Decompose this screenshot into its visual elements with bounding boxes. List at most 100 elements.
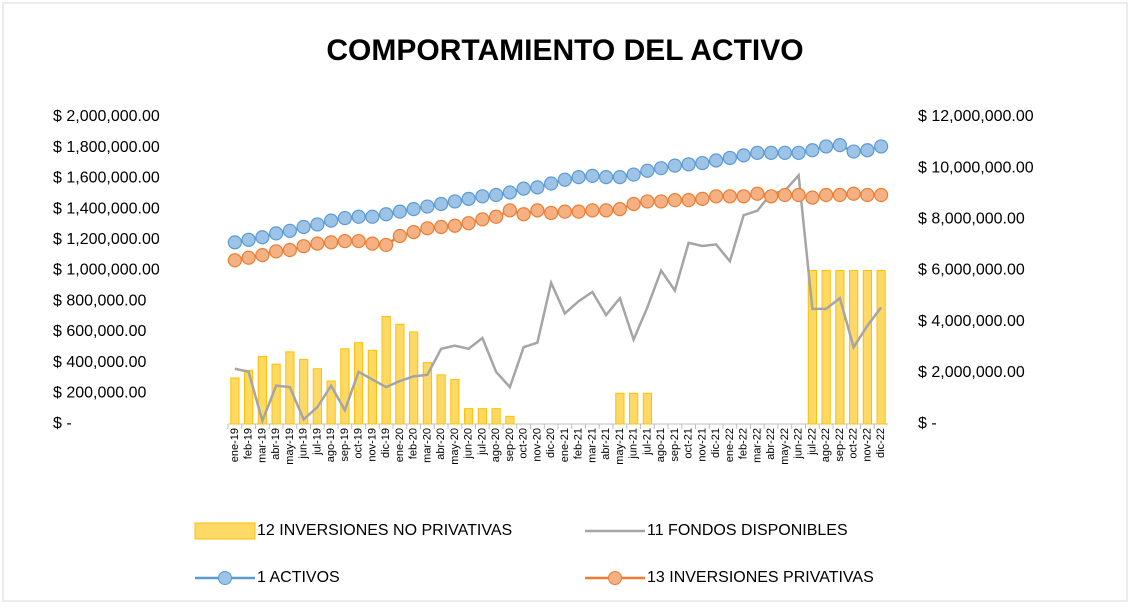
x-tick-label: sep-20 — [504, 428, 516, 462]
x-tick-label: ago-22 — [820, 428, 832, 462]
x-tick-label: abr-21 — [600, 428, 612, 460]
x-tick-label: nov-21 — [696, 428, 708, 462]
marker — [351, 209, 366, 224]
bar — [230, 377, 240, 425]
bar — [326, 380, 336, 425]
marker — [667, 193, 682, 208]
x-tick-label: jun-21 — [628, 428, 640, 460]
marker — [599, 203, 614, 218]
marker — [337, 233, 352, 249]
marker — [626, 167, 641, 182]
marker — [819, 187, 834, 203]
y-tick-label: $ 800,000.00 — [53, 292, 147, 309]
marker — [805, 143, 820, 158]
y-tick-label: $ 600,000.00 — [53, 323, 147, 340]
marker — [310, 236, 325, 251]
marker — [612, 170, 627, 185]
x-tick-label: feb-21 — [573, 428, 585, 459]
bar — [505, 415, 515, 425]
y2-tick-label: $ 2,000,000.00 — [918, 364, 1025, 381]
marker — [324, 213, 339, 228]
marker — [379, 237, 394, 253]
marker — [516, 207, 531, 222]
marker — [860, 187, 875, 203]
marker — [392, 204, 407, 219]
x-tick-label: may-22 — [779, 428, 791, 465]
x-tick-label: ago-19 — [325, 428, 337, 462]
marker — [640, 163, 655, 178]
y-tick-label: $ 1,800,000.00 — [53, 139, 160, 156]
bar — [381, 316, 391, 425]
legend-label: 12 INVERSIONES NO PRIVATIVAS — [257, 522, 512, 539]
bar — [876, 270, 886, 425]
chart-title: COMPORTAMIENTO DEL ACTIVO — [326, 34, 803, 67]
x-tick-label: jul-22 — [806, 428, 818, 456]
x-tick-label: dic-22 — [875, 428, 887, 458]
marker — [654, 161, 669, 176]
x-tick-label: oct-21 — [683, 428, 695, 459]
bar — [862, 270, 872, 425]
marker — [722, 150, 737, 166]
marker — [860, 143, 875, 158]
x-tick-label: abr-20 — [435, 428, 447, 460]
x-tick-label: ago-21 — [655, 428, 667, 462]
marker — [351, 233, 366, 249]
x-tick-label: feb-19 — [243, 428, 255, 459]
marker — [255, 248, 270, 263]
x-tick-label: nov-22 — [861, 428, 873, 462]
marker — [571, 204, 586, 219]
marker — [667, 158, 682, 173]
x-tick-label: oct-19 — [353, 428, 365, 459]
bar — [436, 374, 446, 425]
marker — [791, 145, 806, 160]
x-tick-label: oct-22 — [848, 428, 860, 459]
marker — [832, 138, 847, 153]
x-tick-label: abr-22 — [765, 428, 777, 460]
marker — [516, 181, 531, 196]
bar — [395, 323, 405, 425]
x-tick-label: jun-22 — [793, 428, 805, 460]
y-tick-label: $ 1,400,000.00 — [53, 200, 160, 217]
marker — [599, 170, 614, 185]
x-tick-label: sep-22 — [834, 428, 846, 462]
bar — [491, 408, 501, 425]
x-tick-label: may-19 — [284, 428, 296, 465]
bar — [629, 392, 639, 425]
legend-marker — [608, 571, 622, 585]
bar — [821, 270, 831, 425]
marker — [750, 145, 765, 160]
y2-tick-label: $ 8,000,000.00 — [918, 211, 1025, 228]
x-tick-label: sep-21 — [669, 428, 681, 462]
marker — [447, 218, 462, 233]
marker — [846, 186, 861, 201]
x-tick-label: ene-19 — [229, 428, 241, 462]
x-tick-label: may-20 — [449, 428, 461, 465]
marker — [489, 209, 504, 224]
legend-label: 13 INVERSIONES PRIVATIVAS — [647, 569, 874, 586]
marker — [255, 230, 270, 245]
marker — [406, 202, 421, 217]
y2-tick-label: $ 6,000,000.00 — [918, 262, 1025, 279]
marker — [777, 187, 792, 203]
marker — [434, 219, 449, 235]
marker — [819, 139, 834, 154]
y-tick-label: $ 2,000,000.00 — [53, 108, 160, 125]
x-tick-label: mar-22 — [751, 428, 763, 463]
x-tick-label: may-21 — [614, 428, 626, 465]
bar — [477, 408, 487, 425]
x-tick-label: abr-19 — [270, 428, 282, 460]
x-tick-label: oct-20 — [518, 428, 530, 459]
marker — [544, 205, 559, 221]
x-tick-label: feb-22 — [738, 428, 750, 459]
marker — [612, 202, 627, 217]
legend-label: 11 FONDOS DISPONIBLES — [647, 522, 848, 539]
marker — [557, 172, 572, 187]
marker — [227, 235, 242, 250]
x-tick-label: ene-21 — [559, 428, 571, 462]
marker — [874, 187, 889, 203]
x-tick-label: ago-20 — [490, 428, 502, 462]
x-tick-label: mar-21 — [586, 428, 598, 463]
y2-tick-label: $ 4,000,000.00 — [918, 313, 1025, 330]
